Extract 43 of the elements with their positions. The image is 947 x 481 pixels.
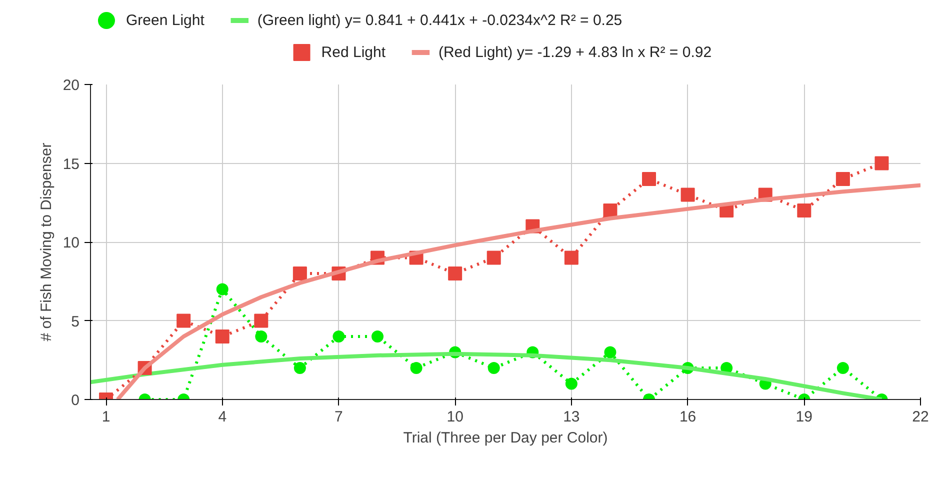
point xyxy=(215,330,230,344)
point xyxy=(642,172,656,186)
point xyxy=(603,204,618,218)
point xyxy=(486,250,501,265)
y-tick-label: 20 xyxy=(62,77,80,94)
legend-label: Red Light xyxy=(321,44,386,61)
y-tick-label: 15 xyxy=(62,156,80,173)
point xyxy=(565,378,578,390)
point xyxy=(797,204,812,218)
legend-label: Green Light xyxy=(126,12,206,29)
point xyxy=(254,314,268,328)
y-tick-label: 0 xyxy=(71,392,80,409)
x-tick-label: 16 xyxy=(679,408,696,426)
point xyxy=(255,330,268,342)
point xyxy=(216,283,228,296)
point xyxy=(448,266,462,280)
point xyxy=(604,346,616,358)
point xyxy=(410,362,422,374)
x-axis-title: Trial (Three per Day per Color) xyxy=(403,430,608,446)
point xyxy=(564,250,578,265)
x-tick-label: 22 xyxy=(912,408,929,426)
x-tick-label: 13 xyxy=(563,408,580,426)
x-tick-label: 10 xyxy=(446,408,464,426)
point xyxy=(176,314,191,328)
x-tick-label: 4 xyxy=(218,408,227,426)
x-tick-label: 1 xyxy=(102,408,110,426)
point xyxy=(292,266,307,280)
point xyxy=(332,330,345,342)
point xyxy=(488,362,500,374)
line-series xyxy=(116,183,920,400)
x-tick-label: 7 xyxy=(334,408,343,426)
legend-label: (Green light) y= 0.841 + 0.441x + -0.0234x^2 R² = 0.25 xyxy=(257,12,622,29)
point xyxy=(874,156,889,170)
x-tick-label: 19 xyxy=(796,408,812,426)
point xyxy=(680,188,695,202)
y-axis-title: # of Fish Moving to Dispenser xyxy=(38,142,55,342)
point xyxy=(836,362,849,374)
legend-label: (Red Light) y= -1.29 + 4.83 ln x R² = 0.92 xyxy=(438,44,712,61)
point xyxy=(372,330,384,342)
y-tick-label: 5 xyxy=(71,313,80,330)
y-tick-label: 10 xyxy=(62,234,80,252)
point xyxy=(294,362,306,374)
point xyxy=(836,172,850,186)
